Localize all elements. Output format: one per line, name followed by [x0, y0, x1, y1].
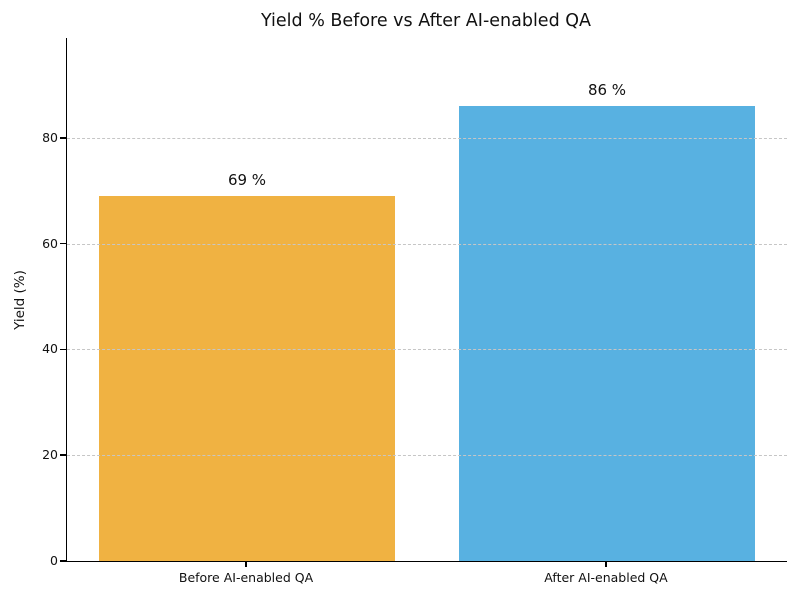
y-tick-mark	[60, 560, 66, 562]
bar-value-label: 69 %	[227, 171, 267, 190]
y-axis-label: Yield (%)	[12, 270, 28, 330]
y-tick-label: 0	[50, 553, 58, 568]
y-gridline	[67, 137, 787, 139]
y-tick-label: 60	[42, 235, 58, 251]
x-tick-mark	[605, 562, 607, 567]
y-tick-mark	[60, 137, 66, 139]
y-tick-label: 40	[42, 341, 58, 357]
y-gridline	[67, 349, 787, 351]
y-gridline	[67, 243, 787, 245]
chart-title: Yield % Before vs After AI-enabled QA	[260, 11, 591, 31]
y-tick-mark	[60, 348, 66, 351]
y-tick-label: 80	[42, 129, 58, 145]
plot-area: 69 % 86 %	[66, 38, 787, 562]
bar	[99, 196, 395, 561]
x-tick-mark	[245, 562, 247, 567]
y-gridline	[67, 455, 787, 457]
bar-value-label: 86 %	[587, 81, 627, 100]
x-tick-label: After AI-enabled QA	[544, 570, 668, 585]
y-tick-label: 20	[42, 447, 58, 463]
y-tick-mark	[60, 454, 66, 456]
bar	[459, 106, 755, 561]
x-tick-label: Before AI-enabled QA	[178, 570, 314, 585]
y-tick-mark	[60, 242, 66, 245]
